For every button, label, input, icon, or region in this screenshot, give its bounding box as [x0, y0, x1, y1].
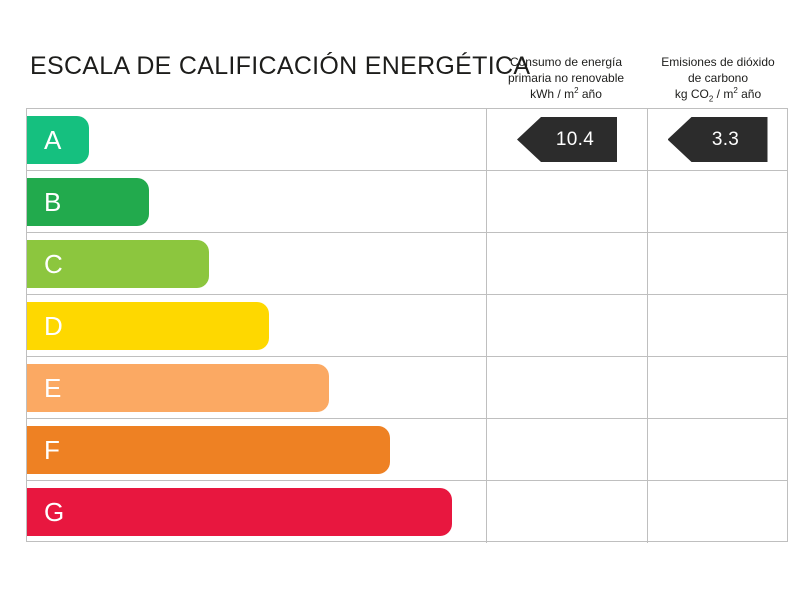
consumo-cell-d	[487, 295, 648, 356]
rating-bar-cell-d: D	[27, 295, 487, 356]
rating-bar-cell-e: E	[27, 357, 487, 418]
consumo-header-line1: Consumo de energía	[509, 55, 623, 69]
emisiones-cell-b	[648, 171, 787, 232]
rating-row-c: C	[27, 233, 787, 295]
column-header-consumo: Consumo de energía primaria no renovable…	[481, 54, 651, 102]
emisiones-cell-e	[648, 357, 787, 418]
rating-bar-a: A	[27, 116, 89, 164]
consumo-cell-e	[487, 357, 648, 418]
rating-bar-g: G	[27, 488, 452, 536]
rating-row-f: F	[27, 419, 787, 481]
consumo-header-line2: primaria no renovable	[507, 71, 625, 85]
rating-bar-cell-b: B	[27, 171, 487, 232]
rating-bar-d: D	[27, 302, 269, 350]
emisiones-header-line1: Emisiones de dióxido	[661, 55, 775, 69]
rating-bar-cell-a: A	[27, 109, 487, 170]
rating-row-a: A 10.4 3.3	[27, 109, 787, 171]
column-header-emisiones: Emisiones de dióxido de carbono kg CO2 /…	[643, 54, 793, 104]
consumo-cell-c	[487, 233, 648, 294]
rating-row-d: D	[27, 295, 787, 357]
consumo-cell-a: 10.4	[487, 109, 648, 170]
rating-bar-cell-g: G	[27, 481, 487, 543]
emisiones-cell-d	[648, 295, 787, 356]
consumo-value-arrow: 10.4	[517, 117, 617, 162]
consumo-value: 10.4	[555, 128, 595, 150]
rating-bar-f: F	[27, 426, 390, 474]
emisiones-cell-c	[648, 233, 787, 294]
rating-scale-table: A 10.4 3.3 B C	[26, 108, 788, 543]
emisiones-header-line2: de carbono	[687, 71, 749, 85]
rating-bar-cell-c: C	[27, 233, 487, 294]
rating-bar-c: C	[27, 240, 209, 288]
rating-row-e: E	[27, 357, 787, 419]
emisiones-cell-f	[648, 419, 787, 480]
emisiones-value-arrow: 3.3	[667, 117, 768, 162]
consumo-cell-b	[487, 171, 648, 232]
page-title: ESCALA DE CALIFICACIÓN ENERGÉTICA	[30, 52, 531, 80]
rating-row-g: G	[27, 481, 787, 543]
emisiones-value: 3.3	[711, 128, 740, 150]
consumo-header-unit: kWh / m2 año	[530, 86, 602, 102]
rating-bar-e: E	[27, 364, 329, 412]
rating-bar-cell-f: F	[27, 419, 487, 480]
emisiones-cell-a: 3.3	[648, 109, 787, 170]
consumo-cell-f	[487, 419, 648, 480]
emisiones-header-unit: kg CO2 / m2 año	[674, 86, 762, 104]
rating-bar-b: B	[27, 178, 149, 226]
rating-row-b: B	[27, 171, 787, 233]
consumo-cell-g	[487, 481, 648, 543]
emisiones-cell-g	[648, 481, 787, 543]
